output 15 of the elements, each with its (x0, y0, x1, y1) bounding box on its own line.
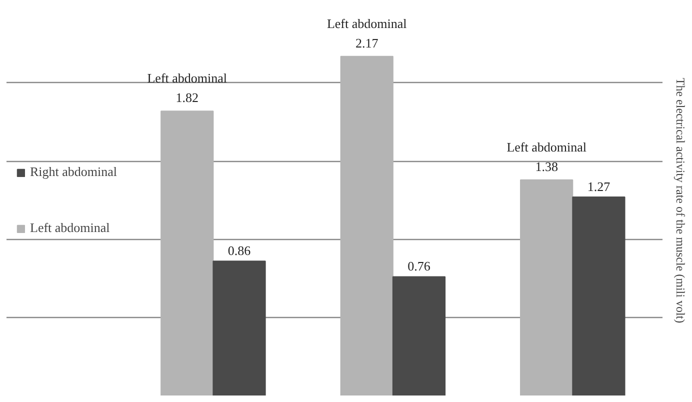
data-label: 0.86 (228, 243, 252, 258)
data-label: 0.76 (408, 258, 431, 274)
bar (520, 179, 574, 396)
bar (160, 110, 214, 396)
bar (340, 56, 394, 396)
bar (212, 260, 266, 396)
data-label: Left abdominal 1.38 (506, 139, 587, 174)
legend-label: Left abdominal (30, 220, 110, 236)
bar (392, 276, 446, 396)
y-axis-title: The electrical activity rate of the muscle (mili volt) (674, 78, 688, 324)
data-label: Left abdominal 2.17 (326, 16, 408, 50)
data-label: 1.27 (587, 179, 611, 194)
legend-label: Right abdominal (30, 164, 118, 180)
bar (572, 196, 626, 396)
data-label: Left abdominal 1.82 (147, 70, 228, 106)
